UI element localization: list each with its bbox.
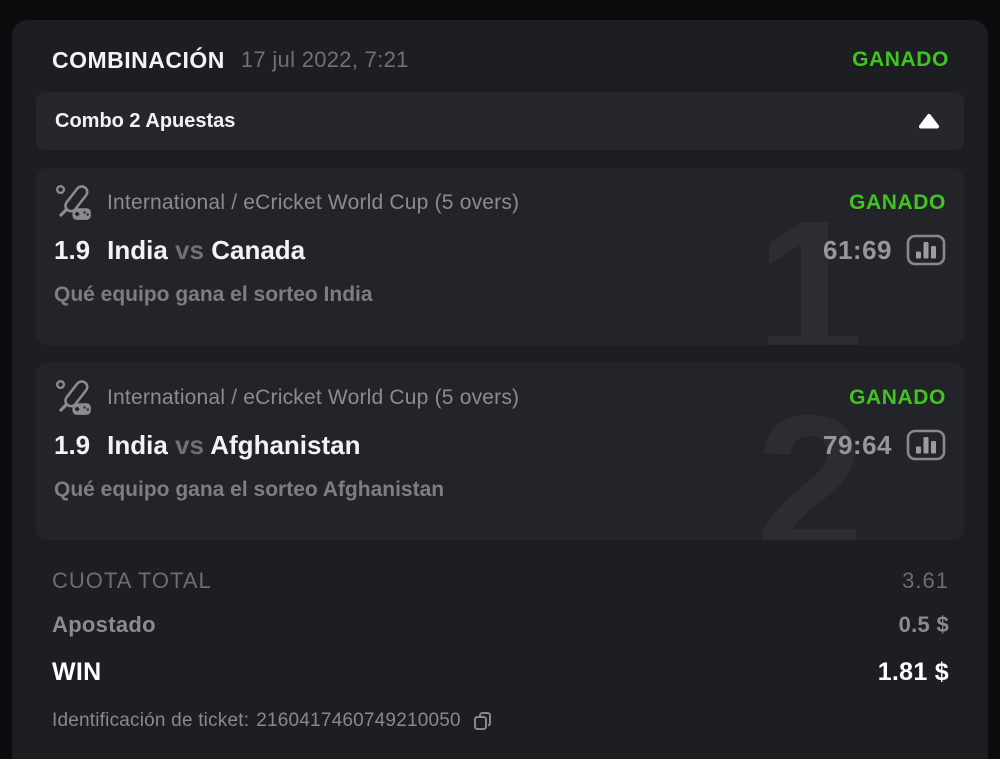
match-teams: India vs Canada [107,235,305,266]
total-odds-value: 3.61 [902,568,949,593]
ticket-id-row: Identificación de ticket: 21604174607492… [36,709,964,733]
away-team: Canada [211,234,306,265]
bet-status-badge: GANADO [849,191,946,214]
triangle-up-icon[interactable] [918,113,940,130]
home-team: India [107,429,168,460]
ticket-id-label: Identificación de ticket: [52,710,250,731]
match-score: 79:64 [823,429,892,460]
home-team: India [107,234,168,265]
ticket-header: COMBINACIÓN 17 jul 2022, 7:21 GANADO [36,20,964,92]
bet-odds: 1.9 [54,234,91,265]
match-score: 61:69 [823,234,892,265]
win-row: WIN 1.81 $ [52,648,949,697]
league-label: International / eCricket World Cup (5 ov… [107,191,520,214]
match-teams: India vs Afghanistan [107,430,360,461]
ticket-id-value: 2160417460749210050 [256,710,461,731]
market-description: Qué equipo gana el sorteo Afghanistan [54,478,445,501]
copy-icon[interactable] [471,709,495,733]
bet-odds: 1.9 [54,429,91,460]
bar-chart-icon[interactable] [906,429,946,461]
vs-separator: vs [175,234,204,265]
bar-chart-icon[interactable] [906,234,946,266]
stake-row: Apostado 0.5 $ [52,601,949,648]
combo-label: Combo 2 Apuestas [55,109,236,132]
stake-value: 0.5 $ [898,611,949,637]
market-description: Qué equipo gana el sorteo India [54,283,373,306]
ticket-summary: CUOTA TOTAL 3.61 Apostado 0.5 $ WIN 1.81… [36,561,964,697]
bet-status-badge: GANADO [849,386,946,409]
away-team: Afghanistan [210,429,361,460]
bet-card: 1 International / eCricket World Cup (5 … [36,168,964,345]
ticket-type-title: COMBINACIÓN [52,46,225,73]
combo-collapse-bar[interactable]: Combo 2 Apuestas [36,92,964,150]
bet-card: 2 International / eCricket World Cup (5 … [36,363,964,540]
vs-separator: vs [175,429,204,460]
win-label: WIN [52,658,102,686]
win-value: 1.81 $ [877,658,949,686]
total-odds-row: CUOTA TOTAL 3.61 [52,561,949,601]
bet-ticket-card: COMBINACIÓN 17 jul 2022, 7:21 GANADO Com… [12,20,988,759]
ecricket-icon [54,183,94,223]
total-odds-label: CUOTA TOTAL [52,568,212,593]
ticket-status-badge: GANADO [852,48,949,71]
ticket-date: 17 jul 2022, 7:21 [240,47,409,72]
stake-label: Apostado [52,611,156,637]
ecricket-icon [54,378,94,418]
league-label: International / eCricket World Cup (5 ov… [107,386,520,409]
